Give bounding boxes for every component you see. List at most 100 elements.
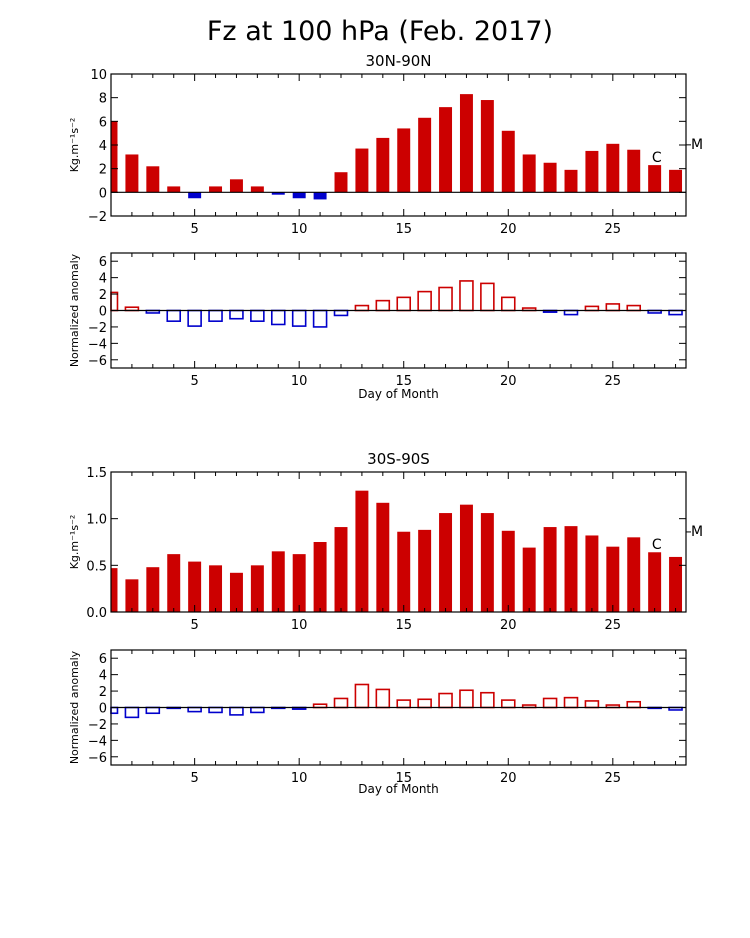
bar-day-13 (355, 490, 369, 612)
y-tick-label: 0 (99, 305, 107, 320)
bar-day-10 (292, 554, 306, 612)
bar-day-19 (480, 691, 495, 709)
bar-day-9 (270, 309, 286, 326)
bar-day-22 (543, 527, 557, 612)
y-axis-label: Kg.m⁻¹s⁻² (68, 515, 81, 570)
bar-day-14 (376, 502, 390, 612)
x-tick-label: 25 (605, 618, 622, 633)
bar-day-8 (250, 309, 265, 322)
bar-day-11 (313, 192, 327, 200)
bar-day-13 (355, 148, 369, 193)
x-tick-label: 10 (291, 771, 308, 786)
bar-day-27 (648, 552, 662, 612)
x-tick-label: 5 (190, 618, 198, 633)
bar-day-23 (564, 526, 578, 612)
bar-day-11 (312, 309, 328, 328)
bar-day-24 (584, 305, 600, 312)
bar-day-26 (626, 700, 642, 709)
bar-day-23 (563, 309, 579, 316)
bar-day-7 (229, 179, 243, 193)
bar-day-27 (648, 165, 662, 193)
annotation-m: M (691, 524, 703, 540)
bar-day-5 (188, 192, 202, 199)
x-tick-label: 10 (291, 618, 308, 633)
bar-day-19 (480, 513, 494, 612)
bar-day-1 (110, 706, 119, 715)
y-tick-label: 2 (99, 163, 107, 178)
y-tick-label: −2 (88, 210, 107, 225)
bar-day-9 (271, 551, 285, 612)
bar-day-9 (271, 192, 285, 195)
x-tick-label: 20 (500, 374, 517, 389)
bar-day-4 (166, 309, 182, 322)
annotation-c: C (652, 150, 662, 166)
bar-day-26 (626, 304, 642, 312)
bar-day-20 (500, 296, 516, 312)
bar-day-5 (188, 561, 202, 612)
y-tick-label: 8 (99, 92, 107, 107)
bar-day-13 (354, 304, 370, 312)
x-tick-label: 15 (395, 222, 412, 237)
y-tick-label: 6 (99, 115, 107, 130)
bar-day-6 (209, 565, 223, 612)
x-tick-label: 5 (190, 222, 198, 237)
x-tick-label: 15 (395, 618, 412, 633)
x-tick-label: 20 (500, 618, 517, 633)
bar-day-8 (250, 706, 265, 714)
panel-30n-90n-flux: −2 0 2 4 6 8 10 5 10 15 20 25 30N-90N Kg.m⁻¹s⁻² C M (68, 52, 703, 237)
bar-day-15 (397, 531, 411, 612)
bar-day-12 (333, 309, 349, 317)
bar-day-17 (438, 286, 453, 312)
bar-day-13 (354, 683, 370, 709)
x-tick-label: 15 (395, 771, 412, 786)
bar-day-23 (564, 169, 578, 193)
annotation-c: C (652, 537, 662, 553)
bar-day-7 (229, 309, 244, 320)
y-tick-label: 0 (99, 186, 107, 201)
bar-day-8 (250, 565, 264, 612)
bar-day-8 (250, 186, 264, 193)
bar-day-23 (563, 696, 579, 709)
y-axis-label: Kg.m⁻¹s⁻² (68, 118, 81, 173)
bar-day-20 (501, 130, 515, 193)
x-tick-label: 10 (291, 374, 308, 389)
bar-day-21 (522, 547, 536, 612)
x-tick-label: 15 (395, 374, 412, 389)
bar-day-12 (333, 697, 349, 709)
bar-day-3 (145, 706, 161, 715)
bar-day-16 (418, 529, 432, 612)
bar-day-6 (208, 706, 223, 714)
bar-day-6 (208, 309, 223, 322)
x-tick-label: 10 (291, 222, 308, 237)
bar-day-10 (291, 309, 307, 327)
y-tick-label: −6 (88, 354, 107, 369)
x-tick-label: 25 (605, 771, 622, 786)
panel-title: 30S-90S (367, 450, 430, 468)
y-tick-label: 1.5 (86, 466, 107, 481)
x-tick-label: 5 (190, 374, 198, 389)
bar-day-25 (606, 143, 620, 193)
y-tick-label: −2 (88, 718, 107, 733)
y-tick-label: 4 (99, 139, 107, 154)
y-axis-label: Normalized anomaly (68, 253, 81, 367)
bar-day-25 (606, 546, 620, 612)
bar-day-20 (501, 530, 515, 612)
y-tick-label: −4 (88, 734, 107, 749)
y-tick-label: 1.0 (86, 513, 107, 528)
y-tick-label: −4 (88, 337, 107, 352)
bar-day-1 (111, 568, 118, 612)
bar-day-6 (209, 186, 223, 193)
bar-day-14 (375, 688, 391, 709)
bar-day-25 (605, 303, 621, 312)
bar-day-12 (334, 527, 348, 612)
y-tick-label: 0.5 (86, 559, 107, 574)
y-tick-label: 6 (99, 255, 107, 270)
panel-title: 30N-90N (365, 52, 431, 70)
axes-frame (110, 471, 687, 613)
bar-day-18 (459, 280, 474, 312)
bar-day-10 (292, 192, 306, 199)
bar-day-22 (542, 697, 558, 709)
bar-day-12 (334, 172, 348, 193)
bar-day-24 (584, 700, 600, 709)
bar-day-28 (669, 556, 683, 612)
